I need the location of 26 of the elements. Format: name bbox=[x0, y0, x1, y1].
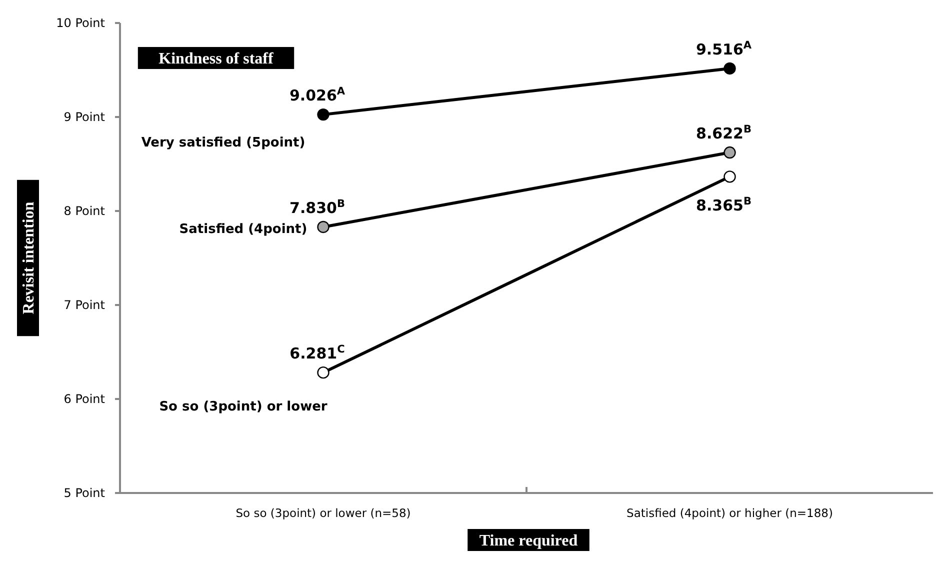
x-axis-title: Time required bbox=[479, 532, 578, 550]
x-tick-label: Satisfied (4point) or higher (n=188) bbox=[626, 506, 833, 520]
point bbox=[724, 62, 736, 75]
y-tick-label: 7 Point bbox=[64, 298, 106, 312]
point bbox=[317, 366, 330, 379]
point bbox=[317, 108, 330, 121]
point bbox=[724, 170, 736, 183]
series-label: Very satisfied (5point) bbox=[141, 136, 306, 151]
y-tick-label: 9 Point bbox=[64, 110, 106, 124]
data-label: 7.830$^{B}$ bbox=[290, 198, 345, 217]
series-label: Satisfied (4point) bbox=[179, 222, 308, 237]
y-tick-label: 8 Point bbox=[64, 204, 106, 218]
point bbox=[317, 220, 330, 234]
data-label: 9.026$^{A}$ bbox=[289, 86, 346, 105]
data-label: 8.622$^{B}$ bbox=[696, 124, 752, 143]
legend-title: Kindness of staff bbox=[158, 50, 274, 68]
data-label: 8.365$^{B}$ bbox=[696, 196, 752, 215]
y-tick-label: 10 Point bbox=[56, 16, 106, 30]
point bbox=[724, 146, 736, 159]
data-label: 6.281$^{C}$ bbox=[290, 344, 346, 363]
series-label: So so (3point) or lower bbox=[159, 400, 328, 415]
x-tick-label: So so (3point) or lower (n=58) bbox=[236, 506, 411, 520]
y-tick-label: 5 Point bbox=[64, 486, 106, 500]
y-axis-title: Revisit intention bbox=[20, 202, 38, 314]
y-tick-label: 6 Point bbox=[64, 392, 106, 406]
data-label: 9.516$^{A}$ bbox=[696, 39, 752, 58]
